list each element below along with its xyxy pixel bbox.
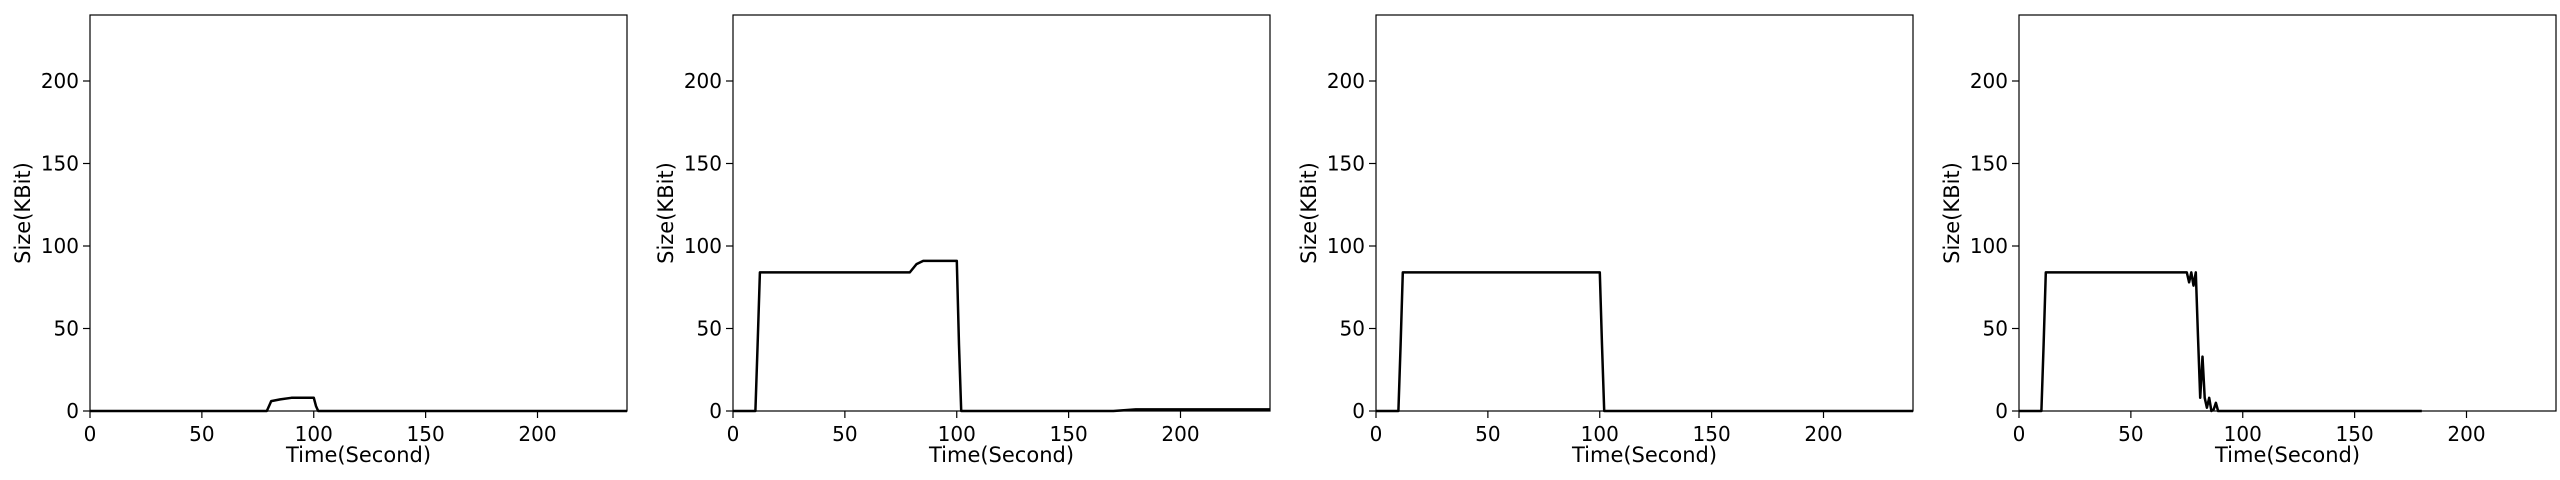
chart-panel-1: 0 50 100 150 200 0 50 100 150 200 Time(Second) Size…: [11, 14, 628, 467]
y-tick-label: 200: [1327, 69, 1365, 93]
x-tick-label: 200: [2447, 422, 2485, 446]
y-tick-label: 50: [697, 317, 722, 341]
x-axis-label: Time(Second): [928, 443, 1074, 467]
x-tick-label: 50: [1475, 422, 1500, 446]
y-tick-label: 200: [684, 69, 722, 93]
y-axis-label: Size(KBit): [654, 162, 678, 264]
x-tick-label: 150: [1050, 422, 1088, 446]
x-axis-label: Time(Second): [285, 443, 431, 467]
x-tick-label: 0: [727, 422, 740, 446]
y-axis-label: Size(KBit): [11, 162, 35, 264]
chart-panel-4: 0 50 100 150 200 0 50 100 150 200 Time(Second) Size…: [1940, 14, 2557, 467]
y-tick-label: 150: [41, 152, 79, 176]
x-tick-label: 0: [2013, 422, 2026, 446]
y-tick-label: 200: [1970, 69, 2008, 93]
x-tick-label: 50: [189, 422, 214, 446]
y-tick-label: 100: [684, 234, 722, 258]
y-tick-label: 50: [1983, 317, 2008, 341]
x-tick-label: 150: [1693, 422, 1731, 446]
series-line: [90, 396, 627, 413]
x-tick-label: 100: [938, 422, 976, 446]
y-tick-label: 150: [684, 152, 722, 176]
x-axis-label: Time(Second): [1571, 443, 1717, 467]
y-axis-label: Size(KBit): [1297, 162, 1321, 264]
series-line: [733, 259, 1270, 413]
y-tick-label: 200: [41, 69, 79, 93]
y-tick-label: 50: [1340, 317, 1365, 341]
plot-frame: [89, 14, 628, 412]
plot-frame: [1375, 14, 1914, 412]
y-tick-label: 150: [1327, 152, 1365, 176]
x-tick-label: 200: [518, 422, 556, 446]
x-tick-label: 200: [1161, 422, 1199, 446]
y-tick-label: 100: [1327, 234, 1365, 258]
x-tick-label: 200: [1804, 422, 1842, 446]
x-tick-label: 150: [2336, 422, 2374, 446]
y-tick-label: 0: [709, 399, 722, 423]
y-tick-label: 0: [66, 399, 79, 423]
y-axis-label: Size(KBit): [1940, 162, 1964, 264]
x-tick-label: 0: [84, 422, 97, 446]
y-tick-label: 0: [1352, 399, 1365, 423]
plot-frame: [2018, 14, 2557, 412]
y-tick-label: 0: [1995, 399, 2008, 423]
x-tick-label: 100: [2224, 422, 2262, 446]
x-tick-label: 50: [2118, 422, 2143, 446]
x-tick-label: 50: [832, 422, 857, 446]
chart-panel-2: 0 50 100 150 200 0 50 100 150 200 Time(Second) Size…: [654, 14, 1271, 467]
y-tick-label: 50: [54, 317, 79, 341]
y-tick-label: 100: [41, 234, 79, 258]
chart-panel-3: 0 50 100 150 200 0 50 100 150 200 Time(Second) Size…: [1297, 14, 1914, 467]
x-tick-label: 100: [1581, 422, 1619, 446]
plot-frame: [732, 14, 1271, 412]
series-line: [2019, 271, 2422, 413]
y-tick-label: 150: [1970, 152, 2008, 176]
series-line: [1376, 271, 1913, 413]
y-tick-label: 100: [1970, 234, 2008, 258]
x-axis-label: Time(Second): [2214, 443, 2360, 467]
x-tick-label: 0: [1370, 422, 1383, 446]
x-tick-label: 100: [295, 422, 333, 446]
x-tick-label: 150: [407, 422, 445, 446]
